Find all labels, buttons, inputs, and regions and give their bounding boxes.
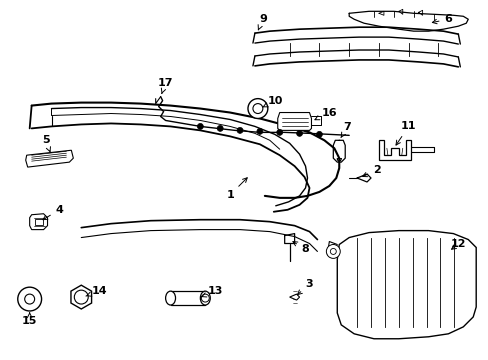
Polygon shape — [26, 150, 73, 167]
Text: 14: 14 — [86, 286, 107, 296]
Polygon shape — [337, 231, 475, 339]
Polygon shape — [277, 113, 311, 130]
Circle shape — [201, 294, 209, 302]
Text: 6: 6 — [431, 14, 451, 24]
Text: 7: 7 — [340, 122, 350, 138]
Circle shape — [247, 99, 267, 118]
Polygon shape — [30, 214, 47, 230]
Circle shape — [237, 127, 243, 133]
Text: 9: 9 — [258, 14, 266, 30]
Circle shape — [256, 129, 263, 134]
Text: 5: 5 — [41, 135, 50, 152]
Text: 4: 4 — [43, 205, 63, 220]
Circle shape — [197, 123, 203, 129]
Text: 8: 8 — [292, 242, 309, 255]
Circle shape — [316, 131, 322, 137]
Circle shape — [325, 244, 340, 258]
Polygon shape — [35, 219, 42, 225]
Ellipse shape — [165, 291, 175, 305]
Polygon shape — [71, 285, 91, 309]
Text: 10: 10 — [262, 96, 283, 107]
Circle shape — [252, 104, 263, 113]
Text: 2: 2 — [362, 165, 380, 177]
Text: 13: 13 — [202, 286, 223, 297]
Text: 11: 11 — [395, 121, 416, 145]
Polygon shape — [289, 294, 299, 300]
Circle shape — [217, 125, 223, 131]
Text: 15: 15 — [22, 313, 37, 326]
Circle shape — [18, 287, 41, 311]
Text: 17: 17 — [158, 78, 173, 93]
Text: 1: 1 — [226, 178, 247, 200]
Circle shape — [296, 130, 302, 136]
Circle shape — [74, 290, 88, 304]
Circle shape — [25, 294, 35, 304]
Polygon shape — [378, 140, 410, 160]
Ellipse shape — [200, 291, 210, 305]
Circle shape — [276, 129, 282, 135]
Text: 16: 16 — [314, 108, 336, 120]
Text: 12: 12 — [449, 239, 465, 249]
Circle shape — [330, 248, 336, 255]
Polygon shape — [170, 291, 205, 305]
Text: 3: 3 — [297, 279, 313, 294]
